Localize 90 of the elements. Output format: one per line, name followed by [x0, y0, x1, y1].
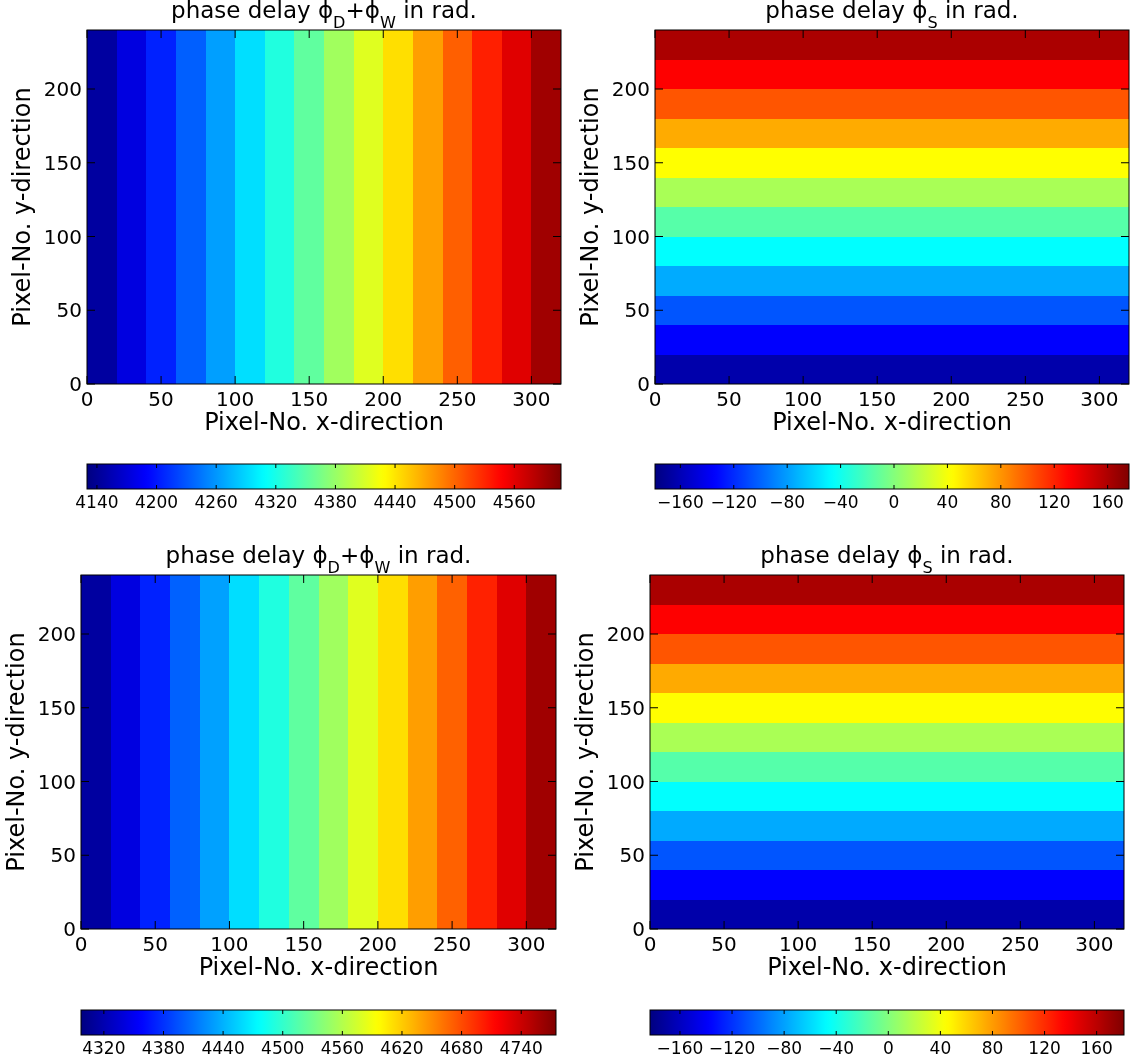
x-tick-label: 50	[711, 932, 737, 956]
color-bar-label: 4260	[194, 492, 238, 512]
color-bar-label: −80	[766, 1038, 803, 1058]
color-bar-label: −40	[822, 492, 859, 512]
chart-title: phase delay ϕ$_{D}$+ϕ$_{W}$ in rad.	[165, 542, 472, 577]
y-tick-label: 200	[611, 77, 650, 101]
color-bar-label: −160	[656, 1038, 704, 1058]
x-tick-label: 250	[1006, 387, 1045, 411]
y-tick-label: 150	[611, 150, 650, 175]
x-tick-label: 100	[784, 387, 823, 411]
x-tick-label: 300	[1075, 932, 1114, 956]
x-axis-title: Pixel-No. x-direction	[767, 953, 1007, 981]
x-axis-title: Pixel-No. x-direction	[204, 408, 444, 436]
x-tick-label: 100	[216, 387, 255, 411]
chart-title: phase delay ϕ$_{D}$+ϕ$_{W}$ in rad.	[171, 0, 477, 32]
y-tick-label: 100	[606, 769, 645, 794]
x-tick-label: 50	[142, 932, 168, 956]
x-tick-label: 50	[148, 387, 174, 411]
color-bar-label: 4620	[380, 1038, 424, 1058]
y-tick-label: 50	[56, 298, 82, 323]
color-bar-label: 4560	[320, 1038, 364, 1058]
y-axis-title: Pixel-No. y-direction	[571, 632, 599, 872]
x-tick-label: 100	[210, 932, 249, 956]
y-tick-label: 200	[37, 622, 76, 646]
color-bar-label: 4560	[492, 492, 536, 512]
y-tick-label: 100	[611, 224, 650, 249]
y-tick-label: 100	[43, 224, 82, 249]
y-tick-label: 200	[606, 622, 645, 646]
color-bar-label: 40	[936, 492, 959, 512]
x-tick-label: 300	[507, 932, 546, 956]
chart-title: phase delay ϕ$_{S}$ in rad.	[765, 0, 1019, 32]
y-tick-label: 50	[624, 298, 650, 323]
chart-title: phase delay ϕ$_{S}$ in rad.	[760, 542, 1014, 577]
x-tick-label: 50	[716, 387, 742, 411]
color-bar-label: 4440	[373, 492, 417, 512]
x-tick-label: 250	[433, 932, 472, 956]
color-bar-label: 40	[929, 1038, 952, 1058]
y-tick-label: 0	[63, 917, 76, 941]
x-tick-label: 200	[927, 932, 966, 956]
color-bar-label: −40	[818, 1038, 855, 1058]
x-tick-label: 250	[1001, 932, 1040, 956]
y-axis-title: Pixel-No. y-direction	[576, 87, 604, 327]
color-bar-label: 4320	[254, 492, 298, 512]
color-bar-label: 80	[990, 492, 1012, 512]
color-bar-label: 4740	[499, 1038, 543, 1058]
color-bar-label: 80	[981, 1038, 1004, 1058]
x-axis-title: Pixel-No. x-direction	[772, 408, 1012, 436]
color-bar-label: 4380	[313, 492, 358, 512]
y-tick-label: 150	[43, 150, 82, 175]
x-tick-label: 250	[438, 387, 477, 411]
x-tick-label: 100	[779, 932, 818, 956]
x-tick-label: 150	[290, 387, 329, 411]
color-bar-label: 4440	[201, 1038, 245, 1058]
x-axis-title: Pixel-No. x-direction	[198, 953, 439, 981]
color-bar-label: 4500	[261, 1038, 305, 1058]
color-bar-label: 4140	[75, 492, 119, 512]
color-bar-label: −120	[708, 1038, 756, 1058]
x-tick-label: 150	[284, 932, 323, 956]
y-tick-label: 50	[619, 843, 645, 868]
color-bar-label: 4680	[439, 1038, 484, 1058]
color-bar-label: 160	[1091, 492, 1124, 512]
x-tick-label: 200	[932, 387, 971, 411]
x-tick-label: 300	[1080, 387, 1119, 411]
color-bar-label: 4500	[433, 492, 477, 512]
x-tick-label: 200	[364, 387, 403, 411]
y-tick-label: 150	[37, 695, 76, 720]
color-bar-label: 0	[882, 1038, 894, 1058]
y-tick-label: 0	[69, 372, 82, 396]
color-bar-label: 4380	[141, 1038, 186, 1058]
y-tick-label: 100	[37, 769, 76, 794]
y-tick-label: 0	[632, 917, 645, 941]
y-tick-label: 200	[43, 77, 82, 101]
color-bar-label: −80	[769, 492, 806, 512]
color-bar-label: −120	[710, 492, 758, 512]
y-tick-label: 150	[606, 695, 645, 720]
x-tick-label: 300	[512, 387, 551, 411]
color-bar-label: 0	[888, 492, 900, 512]
color-bar-label: −160	[657, 492, 704, 512]
x-tick-label: 150	[853, 932, 892, 956]
color-bar-label: 4320	[82, 1038, 126, 1058]
color-bar-label: 120	[1028, 1038, 1061, 1058]
x-tick-label: 200	[358, 932, 397, 956]
color-bar-label: 160	[1080, 1038, 1113, 1058]
color-bar-label: 120	[1038, 492, 1071, 512]
y-axis-title: Pixel-No. y-direction	[2, 632, 30, 872]
color-bar-label: 4200	[134, 492, 179, 512]
y-tick-label: 0	[637, 372, 650, 396]
y-tick-label: 50	[50, 843, 76, 868]
y-axis-title: Pixel-No. y-direction	[8, 87, 36, 327]
x-tick-label: 150	[858, 387, 897, 411]
